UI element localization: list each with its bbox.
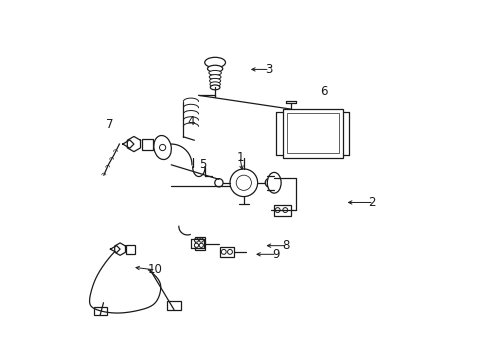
Circle shape xyxy=(221,249,226,254)
Text: 5: 5 xyxy=(199,158,206,171)
Bar xyxy=(282,109,342,158)
Ellipse shape xyxy=(209,78,220,83)
Text: 9: 9 xyxy=(271,248,279,261)
Circle shape xyxy=(275,208,280,212)
Bar xyxy=(167,301,180,310)
Ellipse shape xyxy=(209,82,220,87)
Bar xyxy=(220,247,234,257)
Circle shape xyxy=(227,249,232,254)
Bar xyxy=(141,139,152,150)
Text: 2: 2 xyxy=(368,196,375,209)
Text: 6: 6 xyxy=(320,85,327,98)
Polygon shape xyxy=(122,140,134,148)
Circle shape xyxy=(214,179,223,187)
Circle shape xyxy=(194,238,198,242)
Circle shape xyxy=(264,178,274,187)
Circle shape xyxy=(199,243,203,247)
Text: 3: 3 xyxy=(264,63,272,76)
Ellipse shape xyxy=(154,135,171,159)
Circle shape xyxy=(236,175,251,190)
Ellipse shape xyxy=(208,71,221,75)
Text: 1: 1 xyxy=(236,151,243,164)
Bar xyxy=(126,245,135,253)
Circle shape xyxy=(199,238,203,242)
Ellipse shape xyxy=(209,75,221,80)
Circle shape xyxy=(159,144,165,150)
Ellipse shape xyxy=(210,85,220,90)
Ellipse shape xyxy=(267,172,281,193)
Bar xyxy=(94,307,107,315)
Bar xyxy=(274,204,290,216)
Bar xyxy=(195,237,205,250)
Text: 8: 8 xyxy=(282,239,289,252)
Text: 10: 10 xyxy=(147,264,162,276)
Bar xyxy=(286,113,338,153)
Text: 7: 7 xyxy=(106,118,113,131)
Polygon shape xyxy=(110,246,120,253)
Ellipse shape xyxy=(207,65,222,72)
Ellipse shape xyxy=(204,57,225,68)
Circle shape xyxy=(194,243,198,247)
Circle shape xyxy=(282,208,287,212)
Circle shape xyxy=(229,169,257,197)
Text: 4: 4 xyxy=(187,115,194,128)
